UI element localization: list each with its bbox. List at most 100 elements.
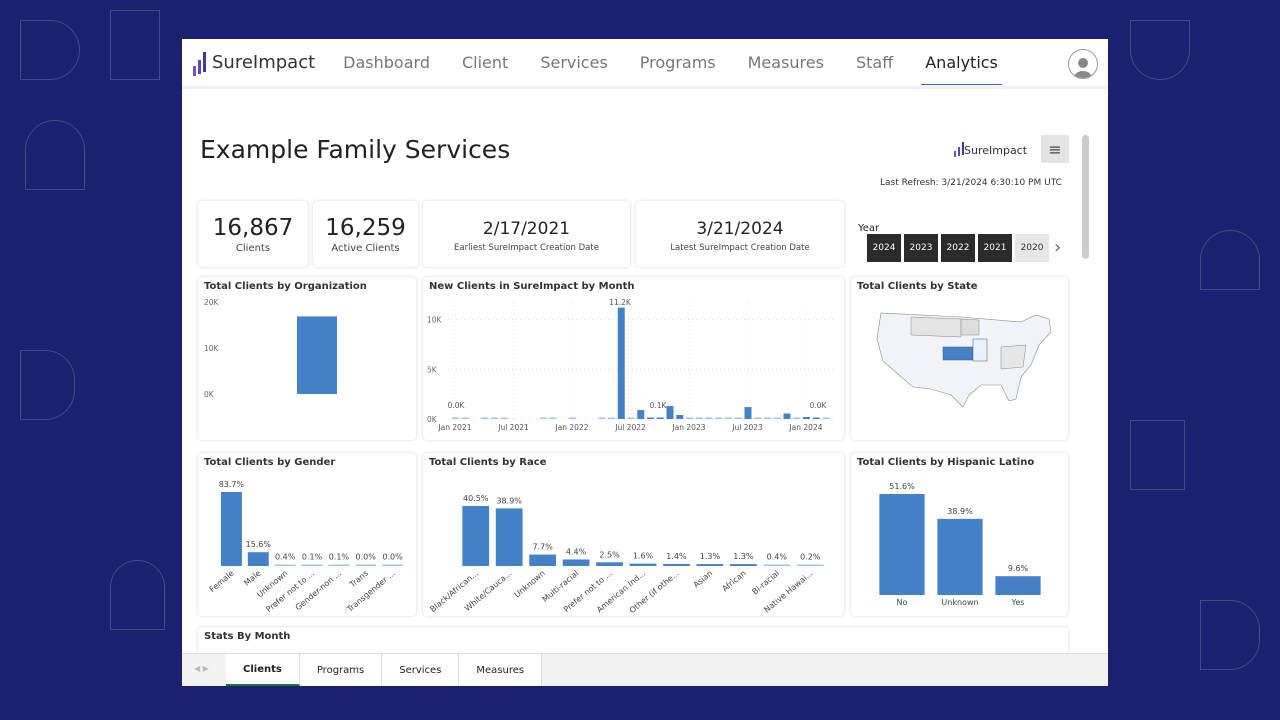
x-tick-label: Jan 2022 <box>554 423 588 432</box>
bar <box>803 417 810 419</box>
report-logo: SureImpact <box>954 141 1027 159</box>
data-label: 0.0K <box>448 401 466 410</box>
tab-clients[interactable]: Clients <box>226 654 300 686</box>
tab-measures[interactable]: Measures <box>459 654 543 686</box>
x-tick-label: Jul 2023 <box>731 423 763 432</box>
chevron-right-icon[interactable]: › <box>1054 237 1062 258</box>
x-tick-label: Gender-non ... <box>294 569 343 613</box>
bar <box>734 417 742 419</box>
data-label: 7.7% <box>532 543 553 552</box>
data-label: 38.9% <box>496 496 522 505</box>
bar <box>879 494 925 595</box>
x-tick-label: Jan 2023 <box>671 423 705 432</box>
chart-title: Total Clients by Organization <box>204 281 367 292</box>
bar <box>744 407 752 419</box>
bar <box>705 417 713 419</box>
brand-name: SureImpact <box>212 52 316 73</box>
bar <box>500 417 508 419</box>
us-map[interactable] <box>851 277 1068 440</box>
year-option-2021[interactable]: 2021 <box>978 234 1012 262</box>
hamburger-menu-icon[interactable]: ≡ <box>1041 135 1069 163</box>
y-tick-label: 0K <box>204 390 215 399</box>
x-tick-label: Jul 2022 <box>614 423 646 432</box>
nav-dashboard[interactable]: Dashboard <box>343 52 430 72</box>
user-avatar-button[interactable] <box>1068 49 1098 79</box>
y-tick-label: 5K <box>427 365 438 374</box>
chart-gender: Total Clients by Gender 83.7% Female 15.6% M… <box>198 453 416 616</box>
year-option-2020[interactable]: 2020 <box>1015 234 1049 262</box>
data-label: 0.0% <box>382 553 403 562</box>
chart-title: Total Clients by State <box>857 281 978 292</box>
kpi-value: 16,867 <box>212 215 294 241</box>
bar <box>696 564 724 566</box>
tab-programs[interactable]: Programs <box>299 654 383 686</box>
data-label: 0.0% <box>356 553 377 562</box>
bar <box>793 417 801 419</box>
logo-icon <box>193 51 206 76</box>
tab-services[interactable]: Services <box>382 654 460 686</box>
chart-state-map: Total Clients by State <box>851 277 1068 440</box>
vertical-scrollbar[interactable] <box>1082 135 1089 259</box>
bar <box>596 562 623 566</box>
data-label: 0.1K <box>650 401 668 410</box>
kpi-value: 2/17/2021 <box>482 219 571 239</box>
kpi-label: Clients <box>235 243 271 254</box>
bar <box>676 415 684 419</box>
data-label: 11.2K <box>609 298 632 307</box>
user-icon <box>1074 58 1092 78</box>
nav-programs[interactable]: Programs <box>639 52 716 72</box>
chart-org: Total Clients by Organization 0K 10K 20K <box>198 277 416 440</box>
kpi-active-clients: 16,259 Active Clients <box>313 201 418 267</box>
data-label: 1.3% <box>733 552 754 561</box>
bar <box>529 554 557 566</box>
nav-measures[interactable]: Measures <box>747 52 824 72</box>
x-tick-label: Female <box>208 569 236 595</box>
data-label: 0.1% <box>329 553 350 562</box>
bar <box>355 564 377 566</box>
data-label: 1.4% <box>666 552 687 561</box>
data-label: 0.1% <box>302 553 323 562</box>
year-option-2022[interactable]: 2022 <box>941 234 975 262</box>
year-option-2024[interactable]: 2024 <box>867 234 901 262</box>
bar <box>297 316 337 394</box>
chart-month: New Clients in SureImpact by Month 0K 5K 10… <box>423 277 844 440</box>
tab-scroll-arrows-icon[interactable]: ◀ ▶ <box>194 664 209 673</box>
data-label: 9.6% <box>1008 564 1029 573</box>
data-label: 0.2% <box>800 553 821 562</box>
bar <box>796 564 824 566</box>
data-label: 0.0K <box>810 401 828 410</box>
data-label: 38.9% <box>947 507 973 516</box>
year-option-2023[interactable]: 2023 <box>904 234 938 262</box>
x-tick-label: Unknown <box>941 598 978 607</box>
bar <box>686 417 693 419</box>
kpi-earliest-date: 2/17/2021 Earliest SureImpact Creation Da… <box>423 201 630 267</box>
page-title: Example Family Services <box>200 135 511 164</box>
kpi-latest-date: 3/21/2024 Latest SureImpact Creation Date <box>636 201 844 267</box>
data-label: 51.6% <box>889 482 915 491</box>
bar <box>328 564 350 566</box>
nebraska-state[interactable] <box>942 346 974 361</box>
bar <box>481 417 489 419</box>
x-tick-label: Bi-racial <box>750 569 781 597</box>
data-label: 40.5% <box>463 494 489 503</box>
bar <box>937 518 983 595</box>
x-tick-label: Male <box>242 569 262 588</box>
bar <box>783 413 791 419</box>
bar <box>452 417 459 419</box>
bar <box>773 417 781 419</box>
kpi-label: Latest SureImpact Creation Date <box>670 243 810 253</box>
nav-staff[interactable]: Staff <box>855 52 894 72</box>
brand-logo[interactable]: SureImpact <box>192 48 315 78</box>
nav-analytics[interactable]: Analytics <box>921 41 1002 85</box>
bar <box>812 417 820 419</box>
kpi-label: Earliest SureImpact Creation Date <box>454 243 599 253</box>
nav-client[interactable]: Client <box>461 52 509 72</box>
bar <box>627 417 635 419</box>
nav-services[interactable]: Services <box>540 52 608 72</box>
bar <box>715 417 723 419</box>
x-tick-label: Unknown <box>513 569 547 600</box>
report-logo-text: SureImpact <box>964 143 1028 157</box>
y-tick-label: 10K <box>427 316 443 325</box>
bar <box>247 552 269 566</box>
last-refresh: Last Refresh: 3/21/2024 6:30:10 PM UTC <box>880 178 1062 188</box>
